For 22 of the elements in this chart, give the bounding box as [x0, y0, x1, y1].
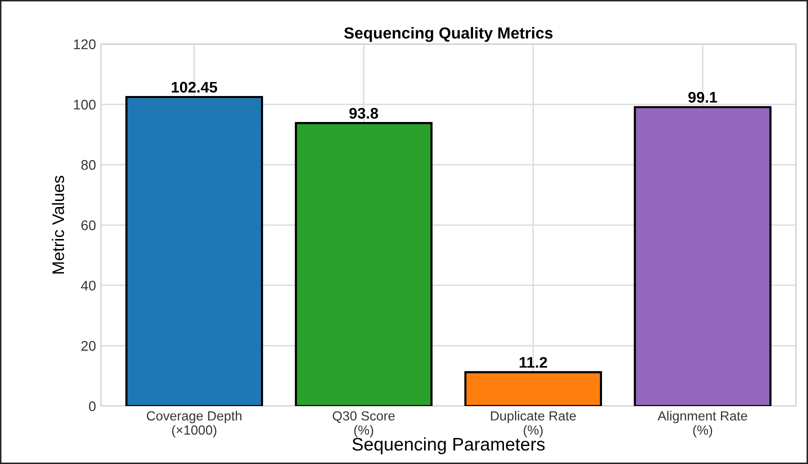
bar — [294, 122, 433, 406]
y-tick-label: 60 — [81, 220, 96, 230]
y-tick-label: 100 — [74, 100, 96, 110]
bar — [634, 106, 772, 406]
data-label: 99.1 — [688, 92, 718, 103]
x-tick-label: Duplicate Rate (%) — [490, 410, 576, 438]
bar — [464, 371, 602, 406]
y-tick-label: 40 — [81, 280, 96, 291]
x-axis-title: Sequencing Parameters — [352, 437, 545, 454]
y-axis-title: Metric Values — [52, 176, 64, 274]
chart-title: Sequencing Quality Metrics — [344, 26, 553, 42]
y-tick-label: 20 — [81, 341, 96, 351]
x-tick-label: Q30 Score (%) — [332, 411, 395, 438]
bar — [125, 96, 264, 406]
x-tick-label: Coverage Depth (×1000) — [146, 410, 242, 438]
data-label: 11.2 — [520, 356, 548, 368]
data-label: 102.45 — [172, 82, 218, 93]
x-tick-label: Alignment Rate (%) — [658, 410, 748, 438]
y-tick-label: 80 — [81, 160, 96, 170]
data-label: 93.8 — [349, 108, 378, 119]
y-tick-label: 0 — [88, 401, 96, 412]
y-tick-label: 120 — [74, 39, 96, 50]
